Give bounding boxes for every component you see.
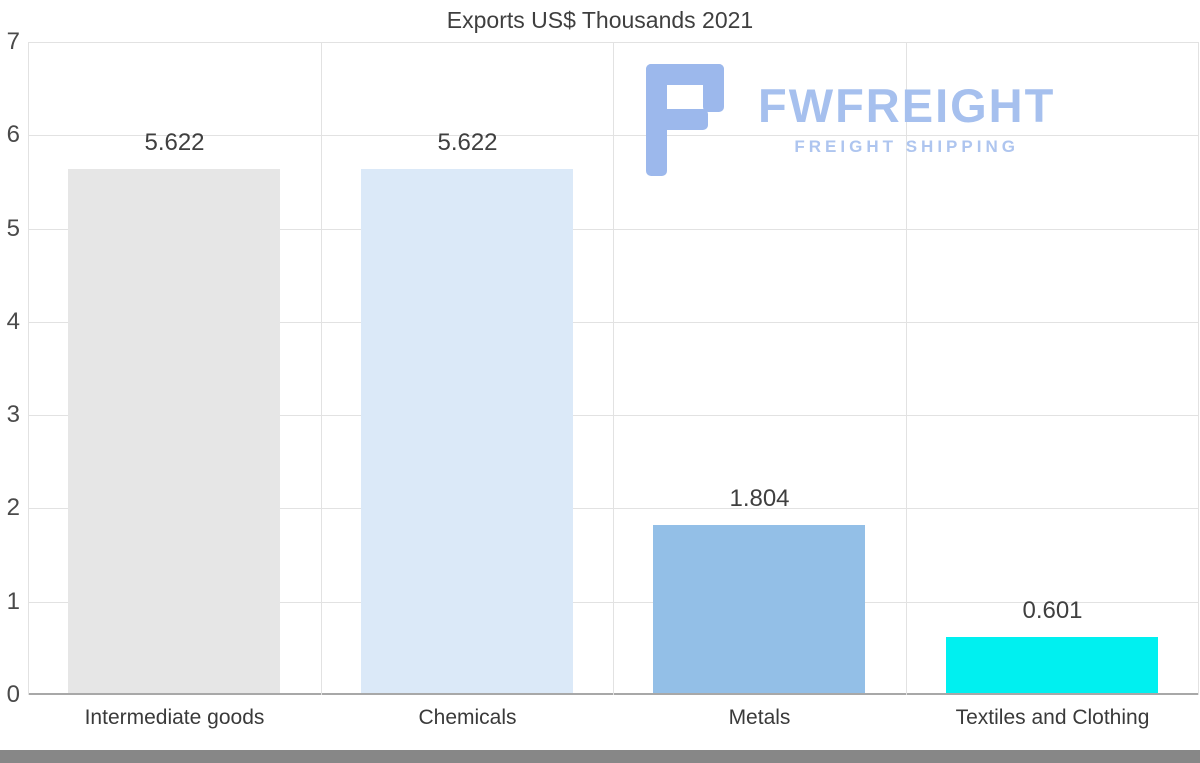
brand-logo-icon bbox=[646, 64, 724, 176]
gridline-vertical bbox=[28, 42, 29, 695]
chart-title: Exports US$ Thousands 2021 bbox=[446, 7, 754, 33]
gridline-vertical bbox=[906, 42, 907, 695]
gridline-vertical bbox=[1198, 42, 1199, 695]
bar-metals[interactable] bbox=[653, 525, 865, 693]
y-tick-label: 5 bbox=[6, 215, 20, 242]
brand-name: FWFREIGHT bbox=[758, 79, 1056, 132]
bar-intermediate-goods[interactable] bbox=[68, 169, 280, 693]
brand-tagline: FREIGHT SHIPPING bbox=[794, 137, 1019, 156]
y-tick-label: 2 bbox=[6, 494, 20, 521]
brand-text-block: FWFREIGHT FREIGHT SHIPPING bbox=[758, 64, 1055, 157]
x-axis-label-chemicals: Chemicals bbox=[418, 706, 517, 729]
y-tick-label: 1 bbox=[6, 588, 20, 615]
y-tick-label: 3 bbox=[6, 401, 20, 428]
bar-textiles-and-clothing[interactable] bbox=[946, 637, 1158, 693]
y-tick-label: 0 bbox=[6, 681, 20, 708]
brand-watermark: FWFREIGHT FREIGHT SHIPPING bbox=[646, 64, 1055, 176]
gridline-vertical bbox=[613, 42, 614, 695]
plot-area: 5.622 5.622 1.804 0.601 bbox=[28, 42, 1199, 695]
bar-value-label: 5.622 bbox=[437, 129, 498, 156]
x-axis-label-textiles-and-clothing: Textiles and Clothing bbox=[955, 706, 1150, 729]
y-tick-label: 6 bbox=[6, 121, 20, 148]
horizontal-scrollbar[interactable] bbox=[0, 750, 1200, 763]
y-axis: 0 1 2 3 4 5 6 7 bbox=[0, 30, 22, 707]
gridline-vertical bbox=[321, 42, 322, 695]
x-axis-labels: Intermediate goods Chemicals Metals Textile… bbox=[28, 706, 1198, 736]
x-axis-label-intermediate-goods: Intermediate goods bbox=[84, 706, 265, 729]
bar-value-label: 5.622 bbox=[144, 129, 205, 156]
bar-chemicals[interactable] bbox=[361, 169, 573, 693]
y-tick-label: 7 bbox=[6, 28, 20, 55]
y-tick-label: 4 bbox=[6, 308, 20, 335]
x-axis-label-metals: Metals bbox=[728, 706, 791, 729]
bar-value-label: 0.601 bbox=[1022, 597, 1083, 624]
bar-value-label: 1.804 bbox=[729, 485, 790, 512]
